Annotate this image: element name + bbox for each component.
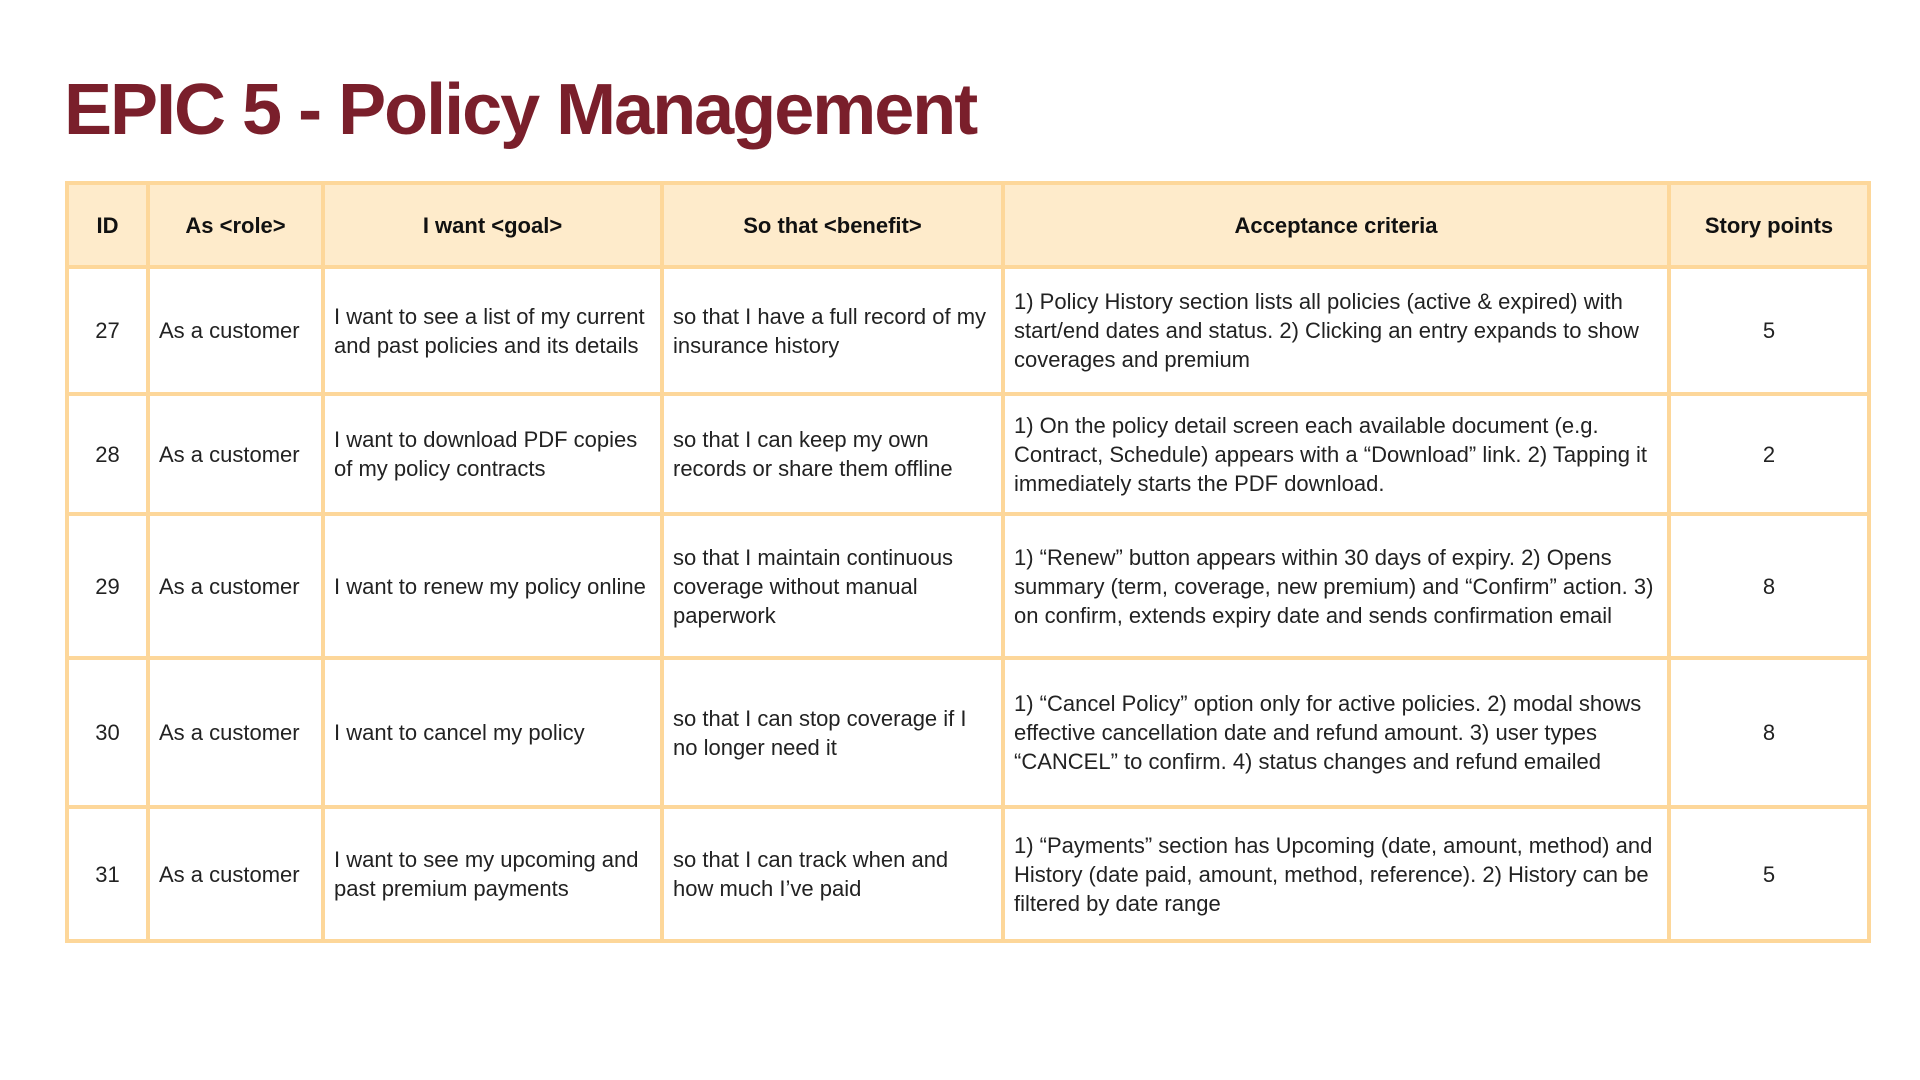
- cell-acceptance-criteria: 1) “Payments” section has Upcoming (date…: [1001, 805, 1671, 943]
- cell-id: 29: [65, 512, 150, 660]
- cell-id: 28: [65, 392, 150, 516]
- cell-role: As a customer: [146, 392, 325, 516]
- cell-role: As a customer: [146, 656, 325, 809]
- cell-goal: I want to see a list of my current and p…: [321, 265, 664, 396]
- cell-benefit: so that I can stop coverage if I no long…: [660, 656, 1005, 809]
- cell-goal: I want to cancel my policy: [321, 656, 664, 809]
- cell-goal: I want to renew my policy online: [321, 512, 664, 660]
- table-header: ID As <role> I want <goal> So that <bene…: [65, 181, 1871, 269]
- header-benefit: So that <benefit>: [660, 181, 1005, 269]
- table-row: 27 As a customer I want to see a list of…: [65, 265, 1871, 396]
- cell-benefit: so that I can track when and how much I’…: [660, 805, 1005, 943]
- user-stories-table: ID As <role> I want <goal> So that <bene…: [65, 181, 1871, 943]
- cell-story-points: 8: [1667, 512, 1871, 660]
- cell-benefit: so that I maintain continuous coverage w…: [660, 512, 1005, 660]
- header-id: ID: [65, 181, 150, 269]
- table-row: 30 As a customer I want to cancel my pol…: [65, 656, 1871, 809]
- header-goal: I want <goal>: [321, 181, 664, 269]
- cell-acceptance-criteria: 1) “Cancel Policy” option only for activ…: [1001, 656, 1671, 809]
- header-acceptance-criteria: Acceptance criteria: [1001, 181, 1671, 269]
- table-body: 27 As a customer I want to see a list of…: [65, 265, 1871, 943]
- table-header-row: ID As <role> I want <goal> So that <bene…: [65, 181, 1871, 269]
- cell-role: As a customer: [146, 265, 325, 396]
- cell-benefit: so that I have a full record of my insur…: [660, 265, 1005, 396]
- table-row: 28 As a customer I want to download PDF …: [65, 392, 1871, 516]
- table-row: 29 As a customer I want to renew my poli…: [65, 512, 1871, 660]
- cell-story-points: 5: [1667, 805, 1871, 943]
- cell-acceptance-criteria: 1) On the policy detail screen each avai…: [1001, 392, 1671, 516]
- cell-acceptance-criteria: 1) Policy History section lists all poli…: [1001, 265, 1671, 396]
- cell-story-points: 2: [1667, 392, 1871, 516]
- cell-story-points: 8: [1667, 656, 1871, 809]
- cell-goal: I want to see my upcoming and past premi…: [321, 805, 664, 943]
- cell-story-points: 5: [1667, 265, 1871, 396]
- header-role: As <role>: [146, 181, 325, 269]
- cell-role: As a customer: [146, 512, 325, 660]
- cell-id: 31: [65, 805, 150, 943]
- cell-benefit: so that I can keep my own records or sha…: [660, 392, 1005, 516]
- cell-role: As a customer: [146, 805, 325, 943]
- page-title: EPIC 5 - Policy Management: [64, 70, 978, 150]
- header-story-points: Story points: [1667, 181, 1871, 269]
- cell-goal: I want to download PDF copies of my poli…: [321, 392, 664, 516]
- cell-id: 30: [65, 656, 150, 809]
- cell-acceptance-criteria: 1) “Renew” button appears within 30 days…: [1001, 512, 1671, 660]
- table-row: 31 As a customer I want to see my upcomi…: [65, 805, 1871, 943]
- cell-id: 27: [65, 265, 150, 396]
